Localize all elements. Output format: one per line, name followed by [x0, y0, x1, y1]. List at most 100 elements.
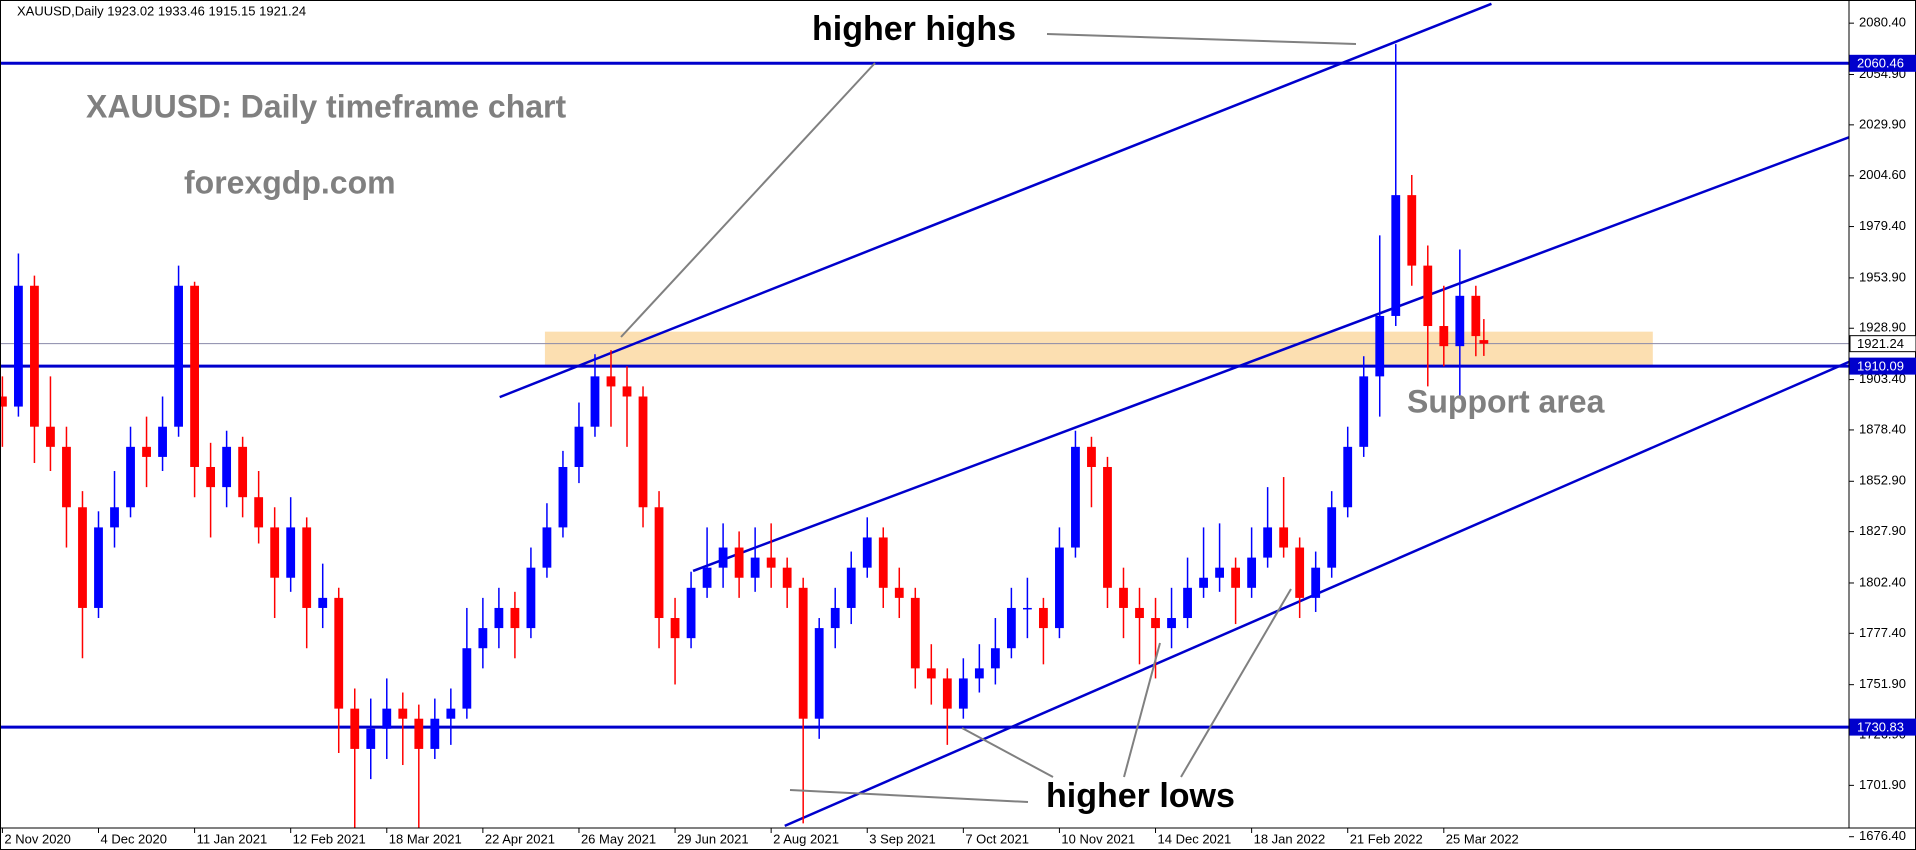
candle-body — [334, 597, 344, 709]
candle-body — [430, 718, 440, 749]
candle-body — [286, 527, 296, 578]
candle-body — [110, 507, 119, 528]
candle-body — [766, 557, 776, 568]
candle-body — [1455, 295, 1465, 347]
candle-body — [814, 628, 824, 719]
candle-body — [1055, 547, 1064, 629]
candle-body — [558, 466, 568, 528]
candle-body — [622, 386, 632, 397]
trendline — [692, 136, 1849, 573]
candle-body — [542, 527, 552, 568]
candle-body — [798, 587, 808, 719]
candle-body — [446, 708, 456, 719]
price-label: 1910.09 — [1857, 359, 1904, 374]
price-label-box — [1849, 718, 1916, 736]
candle-body — [670, 618, 680, 639]
y-tick-label: 1676.40 — [1859, 828, 1906, 843]
price-label: 1921.24 — [1857, 336, 1904, 351]
candle-body — [1231, 567, 1241, 588]
pointer-line — [1046, 33, 1357, 45]
plot-area — [0, 2, 1849, 828]
annotation: forexgdp.com — [184, 164, 396, 200]
candle-body — [654, 507, 664, 619]
price-label: 1730.83 — [1857, 720, 1904, 735]
candle-body — [1439, 326, 1449, 347]
candle-body — [1039, 607, 1048, 629]
x-tick-label: 26 May 2021 — [581, 831, 656, 846]
candle-body — [1423, 265, 1433, 327]
axes: 2080.402054.902029.902004.601979.401953.… — [1, 15, 1916, 846]
candle-body — [974, 668, 984, 679]
x-tick-label: 2 Nov 2020 — [4, 831, 71, 846]
annotation: higher lows — [1046, 777, 1235, 815]
candle-body — [958, 678, 968, 709]
candle-body — [14, 285, 23, 407]
candle-body — [382, 708, 392, 729]
y-tick-label: 1979.40 — [1859, 218, 1906, 233]
pointer-line — [789, 789, 1029, 803]
y-tick-label: 1878.40 — [1859, 421, 1906, 436]
candle-body — [830, 607, 840, 629]
candle-body — [1006, 607, 1016, 649]
chart-title: XAUUSD,Daily 1923.02 1933.46 1915.15 192… — [17, 3, 306, 18]
candle-body — [702, 567, 712, 588]
annotation: Support area — [1407, 383, 1605, 419]
x-tick-label: 12 Feb 2021 — [293, 831, 366, 846]
pointer-line — [620, 62, 876, 338]
y-tick-label: 1751.90 — [1859, 676, 1906, 691]
x-tick-label: 14 Dec 2021 — [1158, 831, 1232, 846]
candle-body — [1119, 587, 1128, 608]
y-tick-label: 1852.90 — [1859, 473, 1906, 488]
candle-body — [910, 597, 920, 669]
price-label-box — [1849, 54, 1916, 72]
candle-body — [30, 285, 39, 427]
candle-body — [1103, 466, 1112, 588]
annotation: higher highs — [812, 10, 1016, 48]
candle-body — [1311, 567, 1321, 598]
candle-body — [686, 587, 696, 639]
trendline — [499, 2, 1492, 399]
y-tick-label: 1903.40 — [1859, 371, 1906, 386]
candle-body — [942, 678, 952, 709]
candle-body — [1279, 527, 1289, 548]
candle-body — [1199, 577, 1208, 588]
candle-body — [254, 497, 264, 528]
candle-body — [638, 396, 648, 508]
x-tick-label: 29 Jun 2021 — [677, 831, 749, 846]
candle-body — [366, 728, 376, 749]
y-tick-label: 1802.40 — [1859, 574, 1906, 589]
candle-body — [926, 668, 936, 679]
candle-body — [1087, 446, 1096, 467]
y-tick-label: 1953.90 — [1859, 269, 1906, 284]
candle-body — [862, 537, 872, 568]
candle-body — [1391, 195, 1401, 316]
candle-body — [574, 426, 584, 467]
candle-body — [782, 567, 792, 588]
y-tick-label: 1827.90 — [1859, 523, 1906, 538]
candle-body — [62, 446, 71, 508]
candle-body — [494, 607, 504, 629]
candle-body — [526, 567, 536, 629]
candle-body — [1343, 446, 1353, 508]
candle-body — [398, 708, 408, 719]
y-tick-label: 2080.40 — [1859, 15, 1906, 30]
x-tick-label: 21 Feb 2022 — [1350, 831, 1423, 846]
candle-body — [142, 446, 151, 457]
candle-body — [510, 607, 520, 629]
x-tick-label: 4 Dec 2020 — [100, 831, 166, 846]
candle-body — [1183, 587, 1192, 619]
candle-body — [78, 507, 87, 608]
candle-body — [590, 376, 600, 427]
candle-body — [1167, 618, 1176, 629]
candle-body — [894, 587, 904, 598]
candle-body — [302, 527, 312, 608]
annotation: XAUUSD: Daily timeframe chart — [86, 88, 566, 124]
price-label: 2060.46 — [1857, 56, 1904, 71]
candle-body — [1022, 607, 1032, 610]
x-tick-label: 18 Jan 2022 — [1254, 831, 1326, 846]
x-tick-label: 10 Nov 2021 — [1061, 831, 1135, 846]
candle-body — [478, 628, 488, 649]
pointer-line — [1180, 588, 1292, 778]
candle-body — [1359, 376, 1369, 447]
